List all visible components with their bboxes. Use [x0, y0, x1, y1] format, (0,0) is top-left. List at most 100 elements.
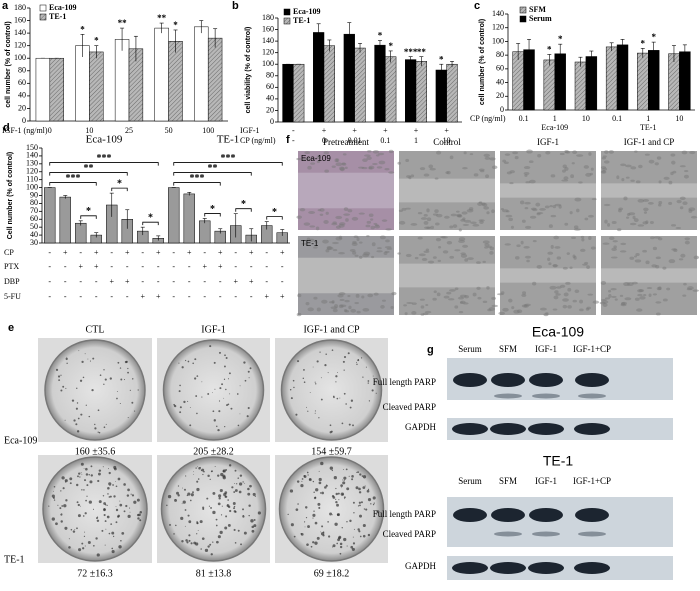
colony — [221, 383, 224, 386]
cell — [576, 208, 580, 213]
colony — [82, 547, 85, 550]
cell — [688, 209, 693, 213]
colony — [312, 517, 314, 519]
wound-gap — [601, 268, 697, 283]
colony — [247, 492, 251, 496]
colony — [79, 476, 81, 478]
cell — [562, 266, 568, 270]
x-tick-label: - — [188, 277, 191, 286]
colony — [227, 378, 230, 380]
colony — [232, 502, 236, 505]
cell — [446, 291, 452, 295]
cell — [610, 256, 618, 259]
colony — [339, 552, 342, 555]
colony — [346, 521, 348, 523]
colony — [220, 472, 224, 477]
colony — [307, 525, 310, 528]
colony — [194, 358, 197, 361]
error-bar — [358, 43, 363, 53]
colony — [137, 389, 139, 391]
colony — [367, 380, 370, 382]
cell — [524, 206, 529, 210]
cell — [525, 181, 531, 184]
cell — [656, 156, 662, 160]
cell — [498, 311, 506, 315]
band-label: GAPDH — [405, 422, 437, 432]
colony — [234, 469, 237, 472]
cell — [371, 242, 376, 247]
cell — [609, 236, 615, 241]
x-tick-label: + — [202, 262, 207, 271]
cell — [472, 223, 480, 227]
band-gapdh — [452, 562, 488, 574]
y-tick-label: 80 — [266, 71, 274, 80]
colony — [103, 426, 106, 429]
cell — [521, 293, 527, 297]
cell — [523, 245, 530, 249]
cell — [647, 201, 654, 205]
band-full — [575, 373, 609, 387]
cell — [372, 150, 380, 154]
colony — [303, 475, 307, 478]
colony — [327, 535, 331, 538]
colony — [303, 381, 306, 384]
colony — [305, 517, 308, 519]
bar — [605, 46, 618, 111]
y-tick-label: 20 — [496, 91, 504, 100]
cell — [555, 286, 562, 289]
panel-letter: d — [3, 122, 10, 134]
cell — [325, 211, 329, 215]
bar — [415, 61, 427, 123]
colony — [233, 510, 237, 513]
cell — [375, 154, 380, 157]
colony — [356, 471, 358, 473]
x-tick-label: 10 — [582, 114, 590, 123]
cell — [580, 248, 586, 252]
y-tick-label: 40 — [18, 91, 26, 100]
colony — [102, 466, 104, 468]
error-bar — [620, 39, 625, 51]
colony — [137, 517, 140, 520]
colony — [335, 381, 337, 383]
cell — [547, 257, 551, 262]
row-label: TE-1 — [301, 239, 319, 248]
colony — [217, 428, 220, 432]
x-tick-label: - — [48, 262, 51, 271]
bracket — [49, 172, 128, 176]
colony — [312, 513, 316, 517]
colony — [243, 482, 245, 484]
colony — [218, 497, 221, 500]
cell — [426, 217, 432, 222]
colony — [219, 530, 223, 535]
colony — [212, 410, 215, 413]
column-label: IGF-1 — [537, 137, 559, 147]
colony — [346, 545, 348, 547]
colony — [336, 503, 339, 507]
bar — [44, 187, 56, 244]
cell — [486, 286, 490, 290]
x-tick-label: - — [219, 292, 222, 301]
cell — [491, 296, 497, 300]
error-bar — [233, 213, 238, 238]
significance: * — [80, 24, 85, 34]
y-tick-label: 140 — [26, 151, 38, 160]
x-tick-label: 0.01 — [348, 136, 362, 145]
colony — [343, 496, 346, 499]
x-tick-label: + — [187, 248, 192, 257]
y-tick-label: 90 — [30, 190, 38, 199]
cell — [657, 237, 663, 241]
cell — [611, 247, 617, 252]
cell — [348, 305, 352, 310]
cell — [435, 237, 442, 242]
colony — [196, 533, 198, 535]
colony — [364, 485, 366, 487]
x-tick-label: - — [219, 277, 222, 286]
colony — [315, 488, 319, 492]
colony — [60, 374, 62, 376]
cell — [578, 181, 583, 184]
colony — [226, 404, 228, 407]
y-tick-label: 80 — [30, 198, 38, 207]
cell — [307, 307, 314, 312]
bar — [89, 51, 104, 122]
cell — [611, 295, 617, 298]
